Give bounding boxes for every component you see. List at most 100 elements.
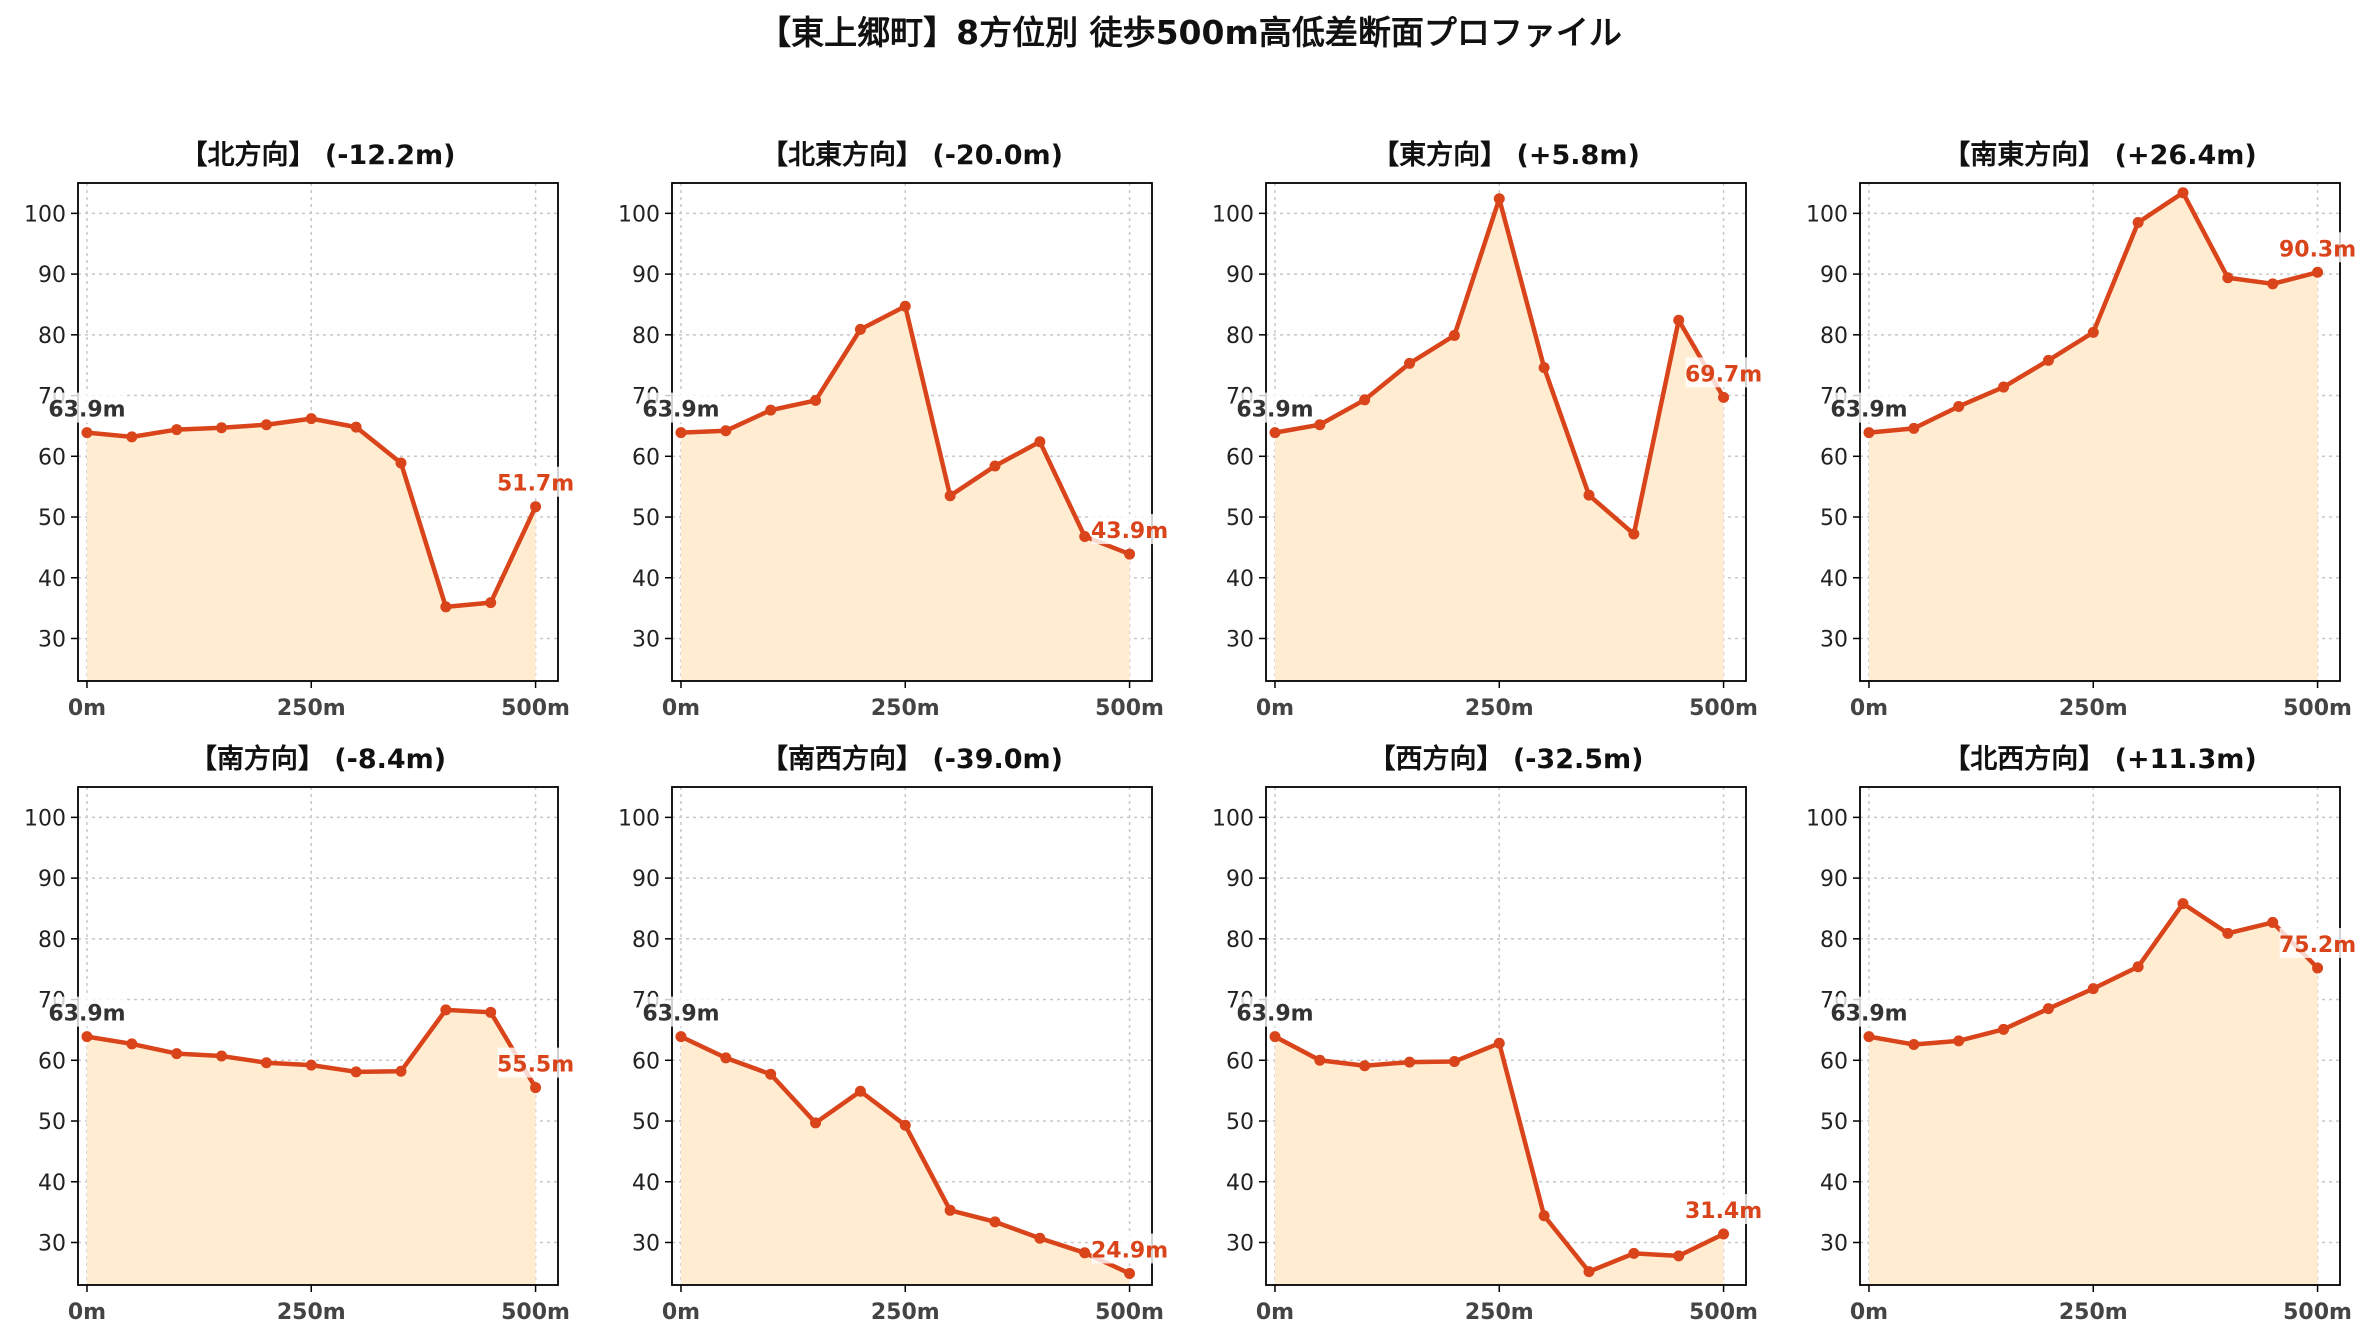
data-point: [1448, 1056, 1460, 1068]
y-tick-label: 40: [632, 1171, 660, 1196]
data-point: [1628, 1247, 1640, 1259]
elevation-area: [1868, 192, 2318, 681]
subplot-5: 【南方向】 (-8.4m)304050607080901000m250m500m…: [24, 743, 574, 1325]
data-point: [2132, 216, 2144, 228]
start-elevation-label: 63.9m: [1830, 398, 1907, 423]
data-point: [1404, 357, 1416, 369]
x-tick-label: 250m: [1465, 696, 1534, 721]
data-point: [1998, 381, 2010, 393]
y-tick-label: 100: [1806, 806, 1848, 831]
axes-frame: [1859, 182, 2341, 682]
data-point: [81, 1031, 93, 1043]
data-point: [126, 431, 138, 443]
data-point: [2267, 278, 2279, 290]
x-tick-label: 500m: [2283, 1300, 2352, 1325]
y-tick-label: 90: [632, 263, 660, 288]
data-point: [2177, 187, 2189, 199]
data-point: [1359, 394, 1371, 406]
elevation-area: [86, 1009, 536, 1285]
x-tick-label: 500m: [501, 1300, 570, 1325]
y-tick-label: 100: [24, 806, 66, 831]
axes-frame: [77, 182, 559, 682]
data-point: [1538, 362, 1550, 374]
subplot-title: 【西方向】 (-32.5m): [1368, 743, 1643, 775]
end-elevation-label: 75.2m: [2279, 933, 2356, 958]
data-point: [765, 1068, 777, 1080]
y-tick-label: 30: [632, 1231, 660, 1256]
y-tick-label: 30: [1820, 1231, 1848, 1256]
end-elevation-label: 90.3m: [2279, 237, 2356, 262]
y-tick-label: 30: [1226, 1231, 1254, 1256]
y-tick-label: 80: [1820, 928, 1848, 953]
data-point: [1269, 427, 1281, 439]
data-point: [810, 1117, 822, 1129]
x-tick-label: 250m: [871, 696, 940, 721]
y-tick-label: 40: [38, 567, 66, 592]
x-tick-label: 0m: [68, 696, 106, 721]
data-point: [1448, 329, 1460, 341]
start-label-bg: [48, 392, 125, 423]
y-tick-label: 100: [1212, 202, 1254, 227]
y-tick-label: 30: [632, 627, 660, 652]
start-label-bg: [1236, 996, 1313, 1027]
start-elevation-label: 63.9m: [642, 1002, 719, 1027]
data-point: [395, 1065, 407, 1077]
y-tick-label: 40: [1226, 567, 1254, 592]
start-elevation-label: 63.9m: [1236, 1002, 1313, 1027]
data-point: [1628, 528, 1640, 540]
y-tick-label: 40: [632, 567, 660, 592]
end-label-bg: [1091, 1233, 1168, 1264]
end-elevation-label: 55.5m: [497, 1053, 574, 1078]
axes-frame: [671, 182, 1153, 682]
data-point: [1269, 1031, 1281, 1043]
end-label-bg: [1685, 1193, 1762, 1224]
end-elevation-label: 24.9m: [1091, 1238, 1168, 1263]
y-tick-label: 80: [38, 324, 66, 349]
start-elevation-label: 63.9m: [1236, 398, 1313, 423]
data-point: [720, 425, 732, 437]
data-point: [2222, 272, 2234, 284]
data-point: [1583, 489, 1595, 501]
data-point: [260, 419, 272, 431]
start-elevation-label: 63.9m: [642, 398, 719, 423]
data-point: [1493, 1037, 1505, 1049]
data-point: [440, 1004, 452, 1016]
data-point: [216, 1050, 228, 1062]
subplot-2: 【北東方向】 (-20.0m)304050607080901000m250m50…: [618, 139, 1168, 721]
data-point: [854, 1085, 866, 1097]
data-point: [440, 601, 452, 613]
data-point: [2087, 326, 2099, 338]
start-label-bg: [1830, 392, 1907, 423]
y-tick-label: 80: [1226, 928, 1254, 953]
data-point: [1359, 1060, 1371, 1072]
data-point: [854, 323, 866, 335]
data-point: [2132, 961, 2144, 973]
x-tick-label: 250m: [2059, 696, 2128, 721]
data-point: [1124, 1267, 1136, 1279]
x-tick-label: 0m: [1256, 696, 1294, 721]
y-tick-label: 50: [632, 1110, 660, 1135]
subplot-6: 【南西方向】 (-39.0m)304050607080901000m250m50…: [618, 743, 1168, 1325]
data-point: [1314, 1054, 1326, 1066]
y-tick-label: 50: [1820, 506, 1848, 531]
data-point: [1079, 530, 1091, 542]
x-tick-label: 500m: [1095, 1300, 1164, 1325]
end-label-bg: [2279, 232, 2356, 263]
y-tick-label: 40: [1226, 1171, 1254, 1196]
y-tick-label: 50: [38, 1110, 66, 1135]
data-point: [126, 1038, 138, 1050]
start-elevation-label: 63.9m: [48, 398, 125, 423]
subplot-title: 【北東方向】 (-20.0m): [761, 139, 1063, 171]
data-point: [171, 424, 183, 436]
data-point: [1718, 391, 1730, 403]
end-elevation-label: 31.4m: [1685, 1199, 1762, 1224]
data-point: [899, 300, 911, 312]
y-tick-label: 60: [38, 445, 66, 470]
end-label-bg: [1685, 357, 1762, 388]
y-tick-label: 90: [38, 263, 66, 288]
data-point: [530, 501, 542, 513]
data-point: [1314, 419, 1326, 431]
y-tick-label: 40: [1820, 567, 1848, 592]
start-label-bg: [1830, 996, 1907, 1027]
